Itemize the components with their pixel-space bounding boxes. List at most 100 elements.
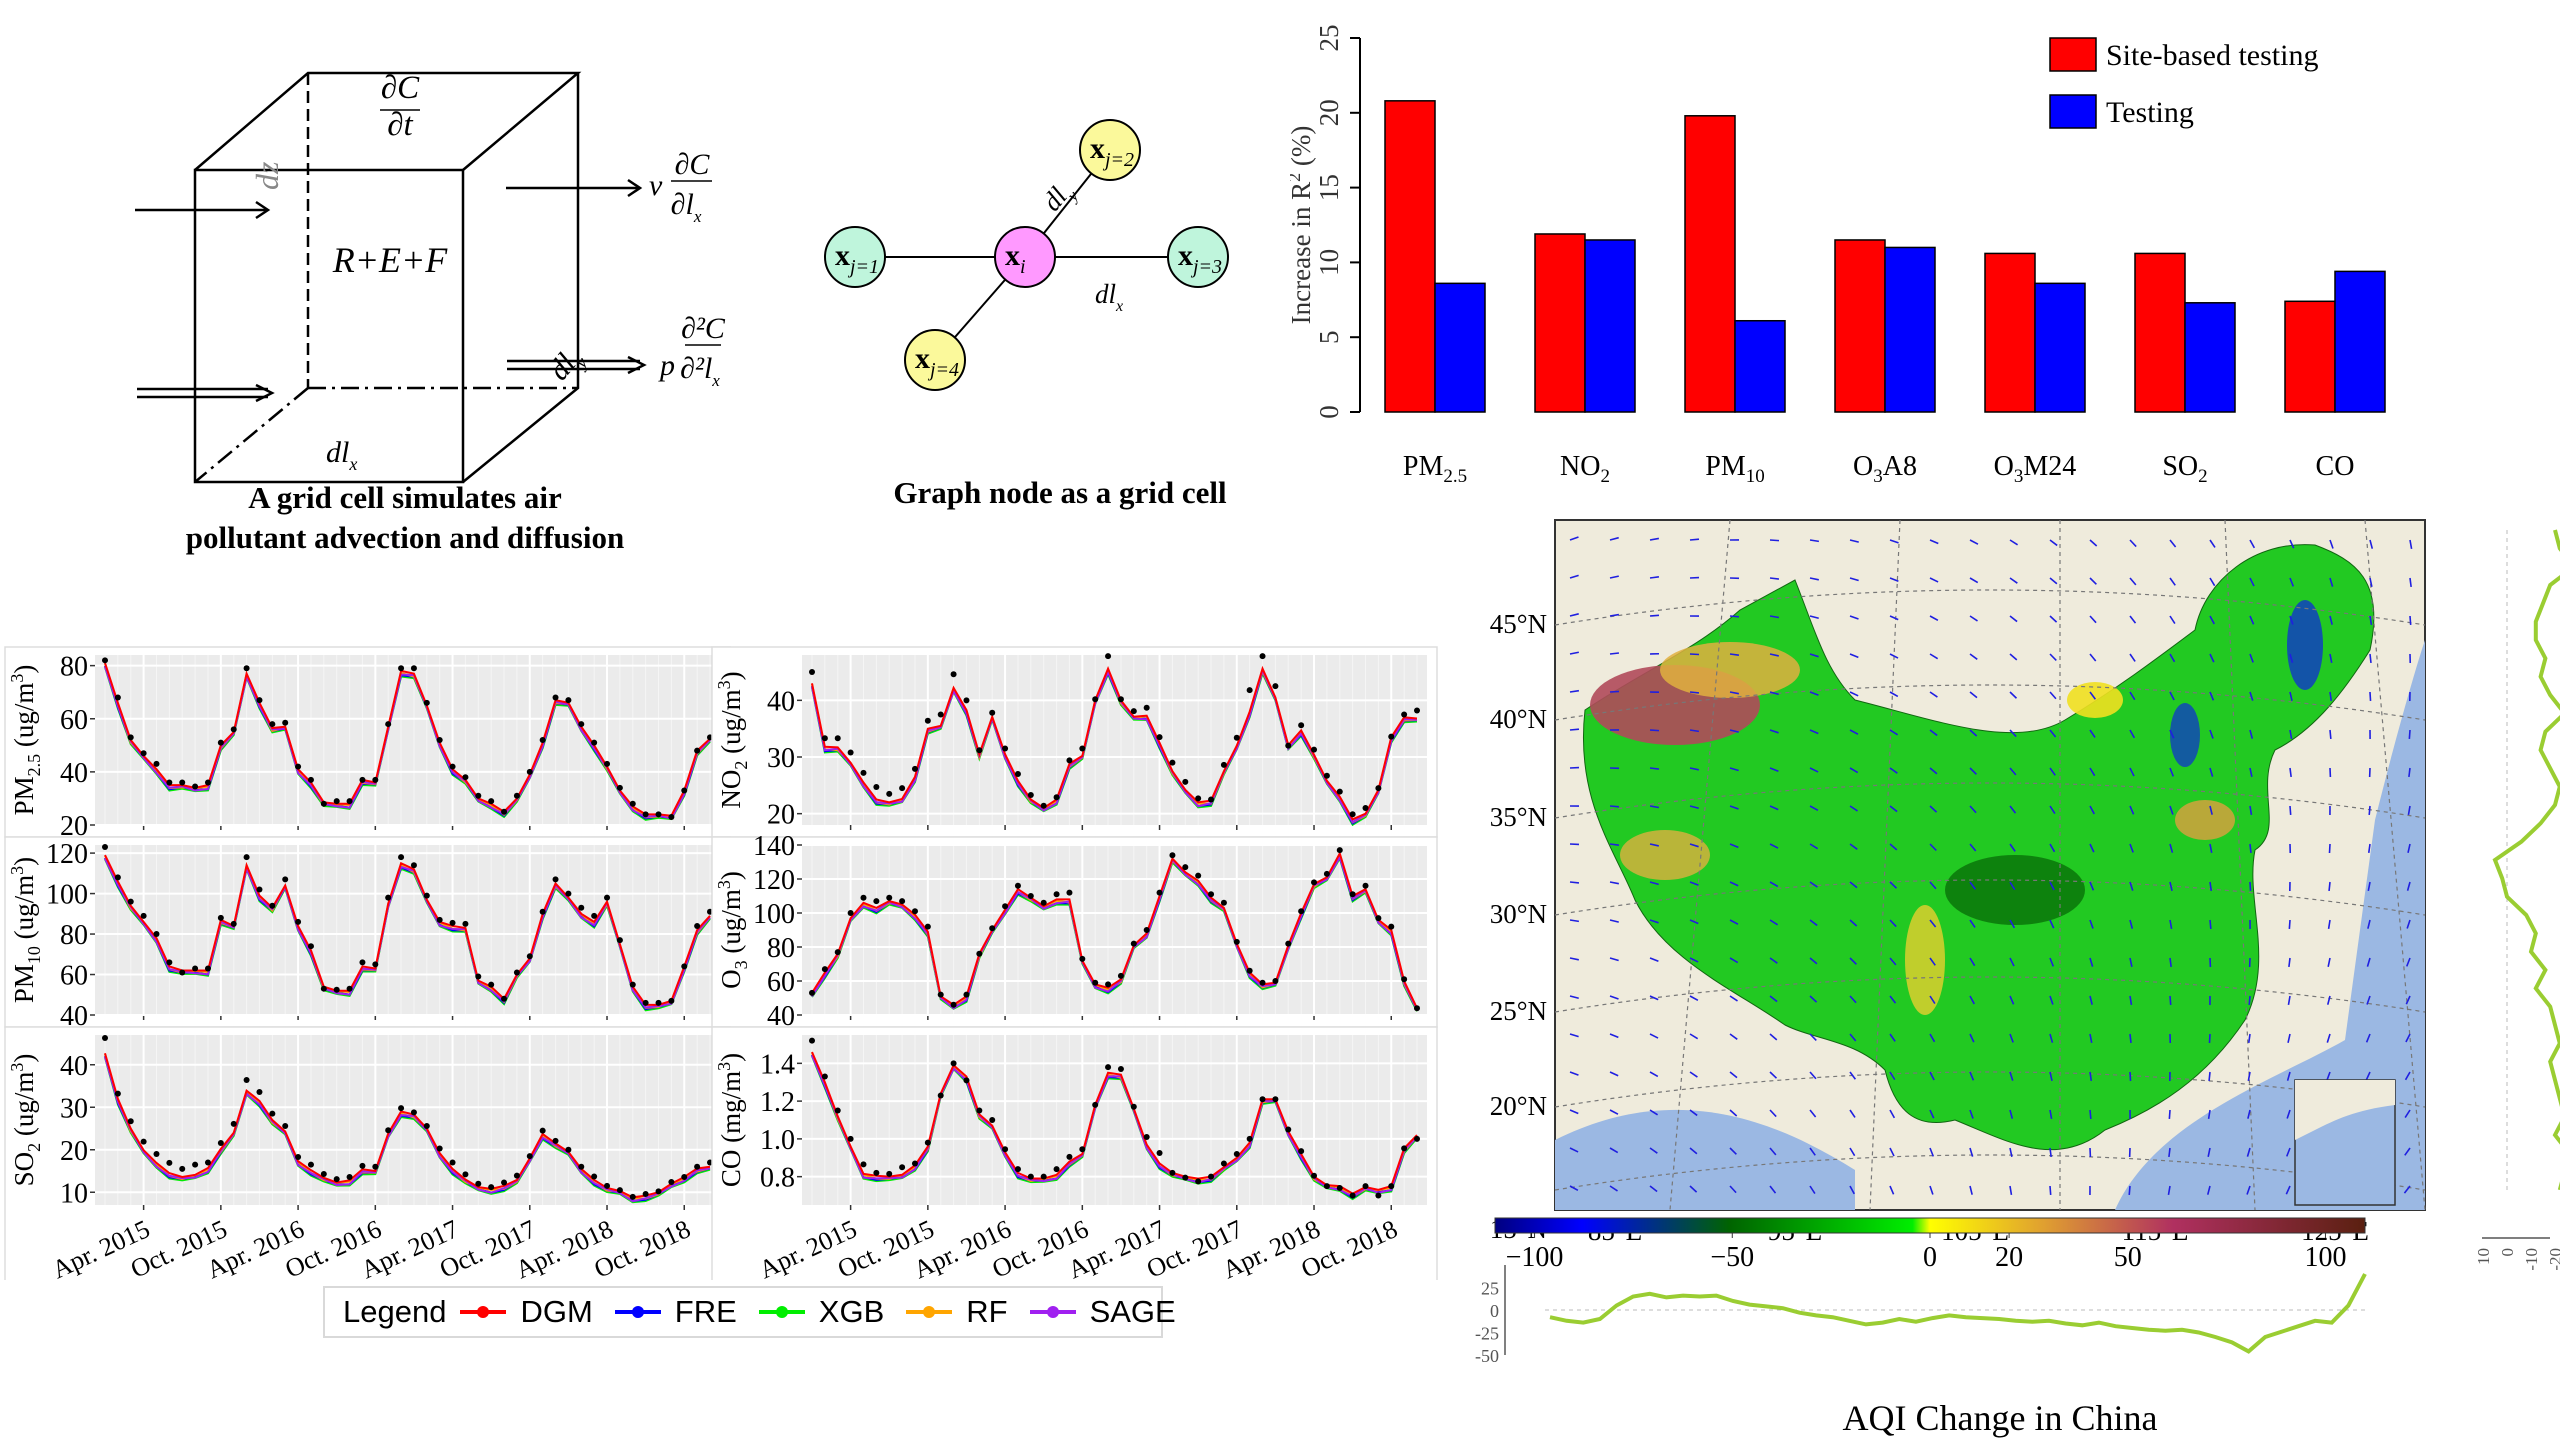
observed-point [475, 1180, 482, 1187]
observed-point [179, 969, 186, 976]
observed-point [1336, 1185, 1343, 1191]
bar-site-based-testing-4 [1984, 252, 2036, 413]
y-tick-label: 80 [60, 652, 88, 683]
observed-point [1311, 879, 1318, 886]
observed-point [1195, 872, 1202, 879]
series-line-dgm [811, 665, 1418, 821]
observed-point [372, 776, 379, 783]
observed-point [1079, 1146, 1086, 1153]
y-tick-label: 120 [753, 865, 795, 896]
series-line-sage [104, 1056, 711, 1203]
observed-point [539, 1127, 546, 1134]
observed-point [1208, 1173, 1215, 1180]
observed-point [1117, 972, 1124, 979]
colorbar-tick-label: 20 [1995, 1242, 2023, 1273]
legend-swatch [460, 1306, 507, 1318]
observed-point [642, 999, 649, 1006]
observed-point [462, 920, 469, 927]
observed-point [140, 912, 147, 919]
china-landmass [1583, 544, 2375, 1151]
observed-point [204, 965, 211, 972]
observed-point [1117, 1066, 1124, 1072]
observed-point [449, 919, 456, 926]
observed-point [282, 876, 289, 883]
observed-point [1362, 882, 1369, 889]
y-tick-label: 5 [1314, 330, 1344, 344]
observed-point [1349, 1192, 1356, 1199]
y-axis-label: O3 (ug/m3) [714, 871, 751, 989]
observed-point [462, 1171, 469, 1178]
observed-point [295, 918, 302, 925]
bottom-profile-tick: -25 [1475, 1324, 1499, 1344]
series-line-dgm [104, 662, 711, 817]
y-axis-label: CO (mg/m3) [714, 1053, 746, 1187]
observed-point [1002, 1146, 1009, 1153]
observed-point [1014, 882, 1021, 889]
observed-point [282, 1122, 289, 1129]
y-tick-label: 30 [767, 743, 795, 774]
graph-node-j2: xj=2 [1079, 119, 1141, 181]
sichuan-decrease [1945, 855, 2085, 925]
observed-point [1208, 796, 1215, 803]
observed-point [937, 1092, 944, 1099]
observed-point [166, 959, 173, 966]
bottom-profile-line [1549, 1273, 2367, 1354]
colorbar-tick-label: −50 [1710, 1242, 1754, 1273]
observed-point [488, 1184, 495, 1191]
observed-point [269, 902, 276, 909]
observed-point [204, 1159, 211, 1166]
observed-point [694, 1163, 701, 1170]
observed-point [1092, 696, 1099, 703]
diffusion-numerator: ∂²C [681, 312, 726, 345]
cube-front-face [193, 168, 465, 484]
observed-point [501, 995, 508, 1002]
y-axis-label: PM2.5 (ug/m3) [7, 665, 44, 816]
observed-point [924, 1139, 931, 1146]
legend-swatch [906, 1306, 953, 1318]
observed-point [295, 1153, 302, 1160]
observed-point [681, 963, 688, 970]
observed-point [899, 898, 906, 905]
observed-point [333, 1176, 340, 1183]
svg-text:xj=1: xj=1 [835, 239, 879, 278]
graph-diagram: xj=1 xj=2 xj=3 xj=4 xi dly dlx [824, 119, 1229, 391]
observed-point [1156, 734, 1163, 741]
observed-point [114, 694, 121, 701]
observed-point [256, 697, 263, 704]
observed-point [102, 1034, 108, 1041]
observed-point [526, 953, 533, 960]
lat-label: 30°N [1490, 899, 1547, 929]
observed-point [976, 747, 983, 754]
observed-point [372, 1163, 379, 1170]
observed-point [153, 1151, 160, 1157]
y-tick-label: 60 [60, 961, 88, 992]
observed-point [629, 1193, 636, 1200]
y-tick-label: 0.8 [760, 1163, 795, 1194]
observed-point [1117, 696, 1124, 703]
category-label: SO2 [2162, 451, 2207, 487]
observed-point [359, 1162, 366, 1169]
side-profile-tick: -20 [2546, 1248, 2560, 1271]
observed-point [565, 697, 572, 704]
observed-point [140, 750, 147, 757]
observed-point [552, 876, 559, 883]
observed-point [989, 709, 996, 716]
y-tick-label: 40 [767, 686, 795, 717]
edge-dlx-label: dlx [326, 436, 357, 474]
observed-point [963, 991, 970, 998]
y-tick-label: 15 [1314, 174, 1344, 201]
observed-point [1388, 733, 1395, 740]
colorbar-tick-label: −100 [1506, 1242, 1564, 1273]
observed-point [1014, 771, 1021, 777]
observed-point [1414, 1135, 1420, 1142]
observed-point [1259, 1096, 1266, 1103]
observed-point [809, 989, 815, 996]
legend-item-dgm: DGM [460, 1294, 593, 1330]
observed-point [694, 747, 701, 754]
observed-point [1143, 1134, 1150, 1140]
observed-point [604, 894, 611, 901]
bar-testing-6 [2334, 270, 2386, 413]
observed-point [591, 912, 598, 919]
